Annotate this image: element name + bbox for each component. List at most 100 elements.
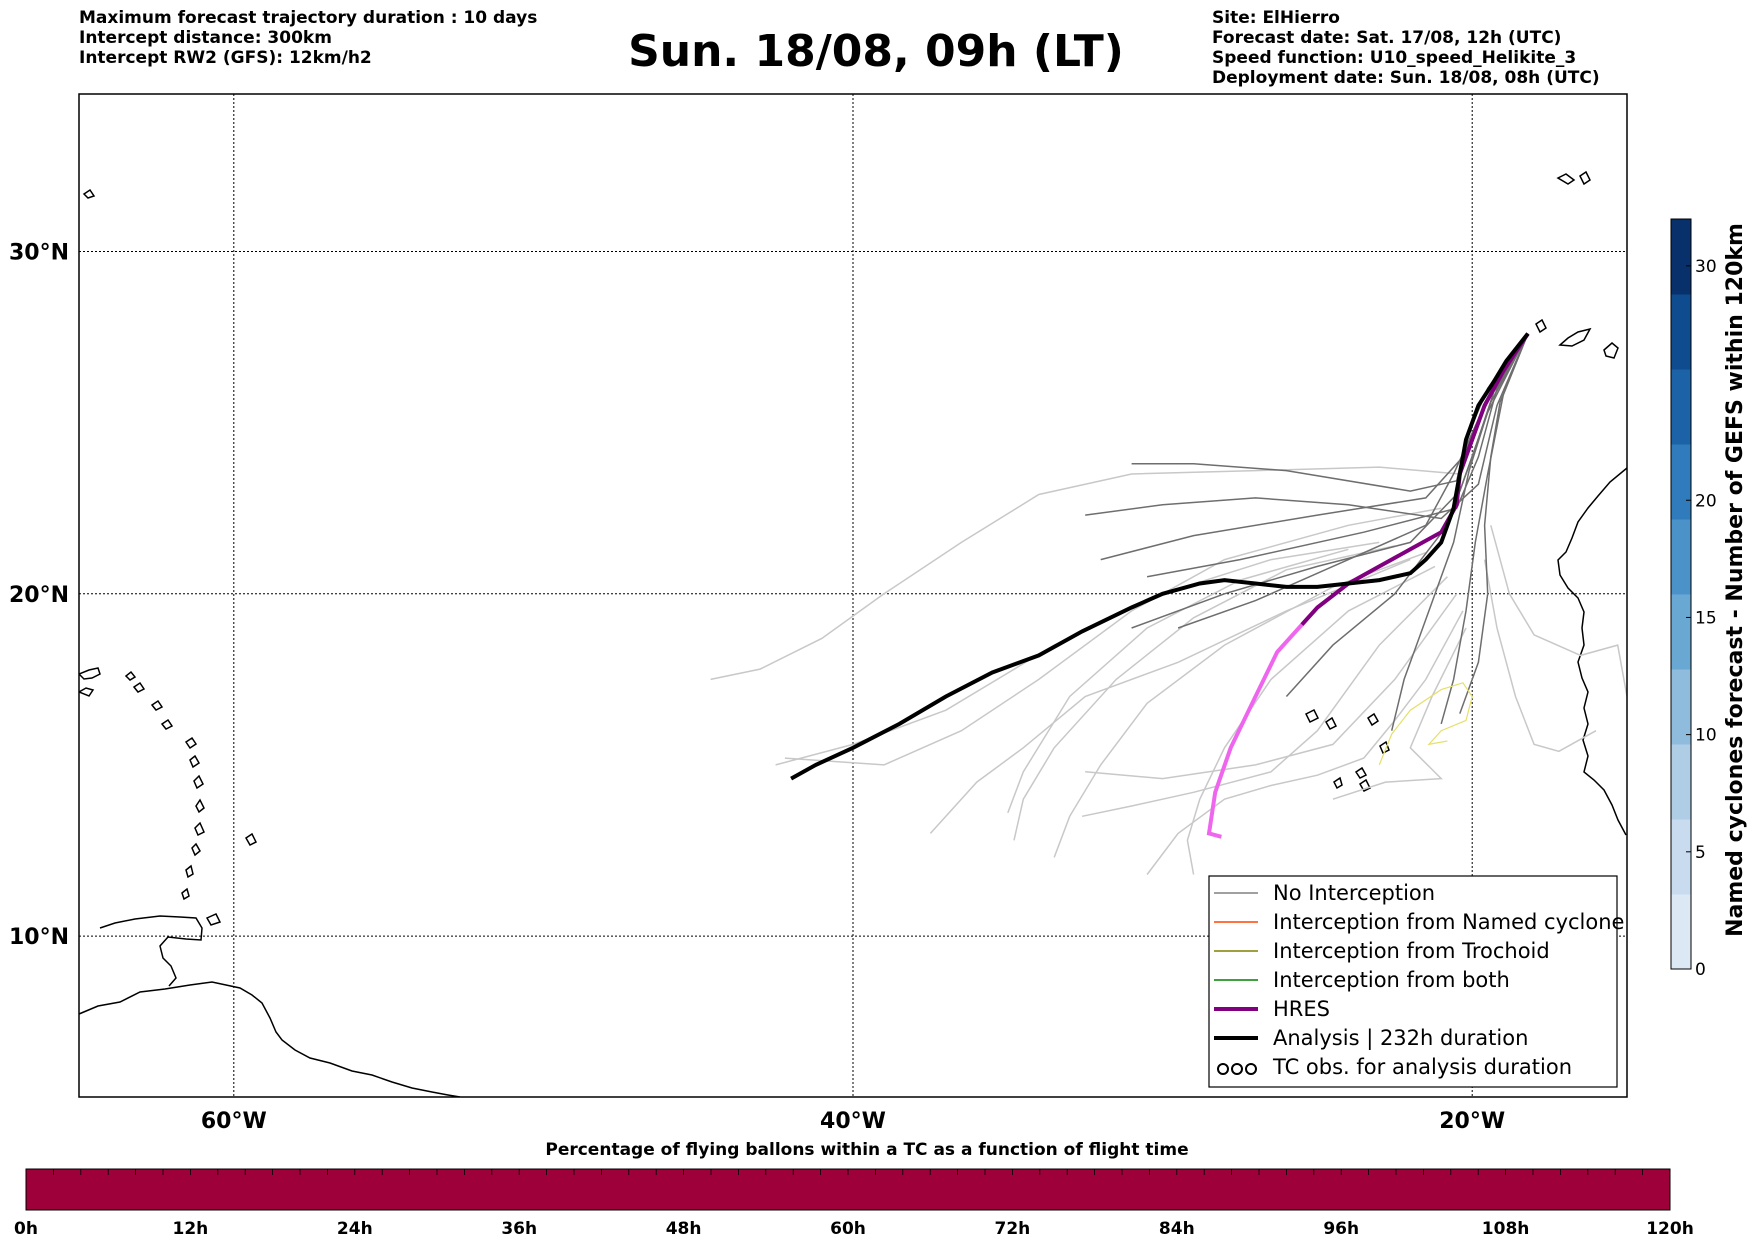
header-left: Maximum forecast trajectory duration : 1… <box>79 8 537 68</box>
colorbar-bottom-tick-label: 96h <box>1323 1219 1359 1239</box>
colorbar-segment <box>1671 519 1691 595</box>
colorbar-bottom-tick-label: 120h <box>1646 1219 1694 1239</box>
legend-item: TC obs. for analysis duration <box>1217 1055 1572 1079</box>
colorbar-right: 0 5 10 15 20 30 <box>1670 218 1717 980</box>
hres-trajectory-late <box>1206 623 1304 839</box>
colorbar-segment <box>1671 594 1691 670</box>
colorbar-bottom: 0h 12h 24h 36h 48h 60h 72h 84h 96h 108h 120h <box>14 1168 1694 1239</box>
colorbar-segment <box>1671 294 1691 370</box>
colorbar-bottom-tick-label: 24h <box>337 1219 373 1239</box>
lat-label: 10°N <box>9 925 69 950</box>
colorbar-bottom-tick-label: 12h <box>173 1219 209 1239</box>
member-trajectory-light <box>1146 610 1464 875</box>
legend-label: Analysis | 232h duration <box>1273 1026 1528 1051</box>
header-right: Site: ElHierro Forecast date: Sat. 17/08… <box>1212 8 1600 88</box>
lon-label: 40°W <box>820 1109 886 1134</box>
colorbar-bottom-tick-label: 72h <box>995 1219 1031 1239</box>
colorbar-bottom-bar <box>25 1168 1671 1211</box>
colorbar-segment <box>1671 744 1691 820</box>
colorbar-bottom-tick-label: 108h <box>1482 1219 1530 1239</box>
colorbar-tick-label: 20 <box>1695 491 1717 511</box>
analysis-trajectory <box>790 332 1530 781</box>
member-trajectory <box>1131 333 1529 629</box>
legend-item: Interception from both <box>1214 968 1510 992</box>
legend-label: TC obs. for analysis duration <box>1272 1055 1572 1079</box>
coastline-venezuela <box>99 915 203 987</box>
legend-label: Interception from Named cyclone <box>1273 910 1624 934</box>
member-trajectory-light <box>929 558 1411 834</box>
colorbar-tick-label: 0 <box>1695 960 1706 980</box>
colorbar-segment <box>1671 219 1691 295</box>
colorbar-segment <box>1671 369 1691 445</box>
member-trajectory <box>1085 333 1529 520</box>
member-trajectory-light <box>1081 576 1448 818</box>
coastlines <box>79 170 1627 1097</box>
colorbar-bottom-tick-label: 60h <box>830 1219 866 1239</box>
member-trajectory-light <box>1483 559 1597 753</box>
axis-labels: 30°N 20°N 10°N 60°W 40°W 20°W <box>9 240 1505 1134</box>
legend-item: Interception from Trochoid <box>1214 939 1550 963</box>
member-trajectory-light <box>1332 627 1467 800</box>
colorbar-segment <box>1671 669 1691 745</box>
coastline-puerto-rico-hispaniola <box>79 667 101 697</box>
map-frame <box>78 93 1628 1098</box>
colorbar-segment <box>1671 444 1691 520</box>
coastline-west-africa <box>1557 467 1627 836</box>
header-speed-function: Speed function: U10_speed_Helikite_3 <box>1212 48 1577 68</box>
header-deployment-date: Deployment date: Sun. 18/08, 08h (UTC) <box>1212 68 1600 88</box>
coastline-azores-small <box>82 188 258 846</box>
header-site: Site: ElHierro <box>1212 8 1340 28</box>
colorbar-bottom-tick-label: 48h <box>666 1219 702 1239</box>
colorbar-right-frame <box>1670 218 1692 970</box>
colorbar-segment <box>1671 819 1691 895</box>
header-max-duration: Maximum forecast trajectory duration : 1… <box>79 8 538 28</box>
colorbar-tick-label: 30 <box>1695 257 1717 277</box>
lat-label: 20°N <box>9 583 69 608</box>
member-trajectory-light <box>784 507 1442 766</box>
colorbar-segment <box>1671 894 1691 970</box>
member-trajectory-light <box>710 466 1460 681</box>
coastline-cape-verde <box>1304 708 1390 792</box>
coastline-lesser-antilles <box>181 736 205 901</box>
tc-symbol-icon <box>1231 1063 1243 1075</box>
header-intercept-distance: Intercept distance: 300km <box>79 28 332 48</box>
trochoid-trajectory <box>1378 682 1473 766</box>
tc-symbol-icon <box>1245 1063 1257 1075</box>
colorbar-tick-label: 15 <box>1695 608 1717 628</box>
legend-label: Interception from both <box>1273 968 1510 992</box>
lon-label: 60°W <box>201 1109 267 1134</box>
header-intercept-rw2: Intercept RW2 (GFS): 12km/h2 <box>79 48 372 68</box>
colorbar-tick-label: 10 <box>1695 726 1717 746</box>
legend: No Interception Interception from Named c… <box>1208 875 1624 1088</box>
member-trajectory <box>1459 333 1529 714</box>
legend-item: HRES <box>1214 997 1330 1021</box>
legend-label: No Interception <box>1273 881 1435 905</box>
member-trajectory-light <box>1007 548 1349 814</box>
legend-item: Interception from Named cyclone <box>1214 910 1624 934</box>
member-trajectory-light <box>1085 593 1458 780</box>
colorbar-bottom-title: Percentage of flying ballons within a TC… <box>545 1140 1188 1160</box>
colorbar-tick-label: 5 <box>1695 843 1706 863</box>
coastline-trinidad <box>205 913 222 926</box>
colorbar-right-label: Named cyclones forecast - Number of GEFS… <box>1723 223 1748 937</box>
coastline-virgin-islands <box>124 670 174 730</box>
lon-label: 20°W <box>1439 1109 1505 1134</box>
coastline-south-america <box>79 981 461 1097</box>
legend-label: Interception from Trochoid <box>1273 939 1550 963</box>
legend-label: HRES <box>1273 997 1330 1021</box>
page-title: Sun. 18/08, 09h (LT) <box>628 26 1124 77</box>
member-trajectory-light <box>1013 545 1395 841</box>
tc-symbol-icon <box>1217 1063 1229 1075</box>
member-trajectory-light <box>1186 565 1436 875</box>
header-forecast-date: Forecast date: Sat. 17/08, 12h (UTC) <box>1212 28 1562 48</box>
legend-item: Analysis | 232h duration <box>1214 1026 1528 1051</box>
colorbar-bottom-tick-label: 84h <box>1159 1219 1195 1239</box>
coastline-canary-islands <box>1535 170 1619 359</box>
member-trajectory <box>1390 333 1529 731</box>
member-trajectory-light <box>1490 525 1627 697</box>
trajectory-layer <box>710 332 1627 875</box>
legend-item: No Interception <box>1214 881 1435 905</box>
colorbar-bottom-tick-label: 36h <box>501 1219 537 1239</box>
legend-box <box>1208 875 1618 1088</box>
